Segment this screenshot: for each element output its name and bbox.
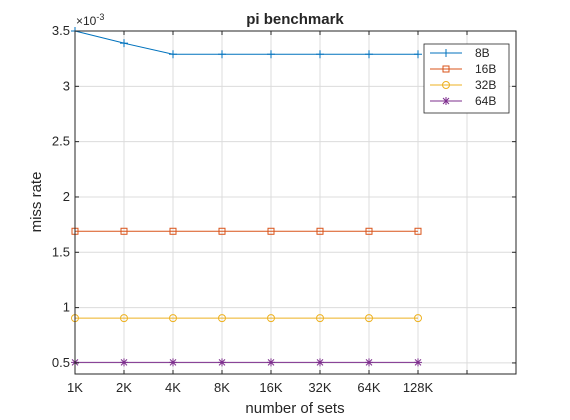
legend-label: 8B: [475, 46, 490, 60]
data-point-16B: [316, 227, 324, 235]
legend-marker: [442, 97, 450, 105]
legend-item-32B: 32B: [430, 78, 496, 92]
data-point-64B: [267, 358, 275, 367]
series-line-8B: [74, 30, 418, 55]
data-point-64B: [414, 358, 422, 367]
data-point-8B: [169, 50, 177, 59]
data-point-8B: [316, 50, 324, 59]
data-point-8B: [218, 50, 226, 59]
series-layer: [71, 27, 422, 367]
x-tick-label: 2K: [116, 380, 132, 395]
data-point-16B: [169, 227, 177, 235]
y-tick-label: 0.5: [52, 355, 70, 370]
data-point-16B: [365, 227, 373, 235]
y-tick-label: 2.5: [52, 134, 70, 149]
legend: 8B 16B 32B 64B: [423, 43, 510, 114]
data-point-32B: [120, 314, 128, 323]
data-point-8B: [414, 50, 422, 59]
x-tick-label: 4K: [165, 380, 181, 395]
y-axis-exponent-label: ×10-3: [76, 12, 104, 28]
data-point-8B: [267, 50, 275, 59]
legend-item-8B: 8B: [430, 46, 490, 60]
data-point-32B: [218, 314, 226, 323]
y-tick-label: 3.5: [52, 23, 70, 38]
data-point-8B: [365, 50, 373, 59]
axis-ticks: [74, 30, 516, 374]
legend-label: 32B: [475, 78, 496, 92]
data-point-64B: [169, 358, 177, 367]
data-point-64B: [218, 358, 226, 367]
data-point-16B: [267, 227, 275, 235]
legend-item-16B: 16B: [430, 62, 496, 76]
data-point-64B: [120, 358, 128, 367]
y-axis-exponent-base: ×10: [76, 14, 97, 28]
y-tick-label: 1.5: [52, 244, 70, 259]
x-tick-label: 8K: [214, 380, 230, 395]
data-point-32B: [365, 314, 373, 323]
legend-marker: [442, 65, 450, 73]
data-point-64B: [316, 358, 324, 367]
data-point-32B: [169, 314, 177, 323]
data-point-16B: [414, 227, 422, 235]
data-point-32B: [414, 314, 422, 323]
tick-labels: 1K 2K 4K 8K 16K 32K 64K 128K 0.5 1 1.5 2 2.5 3 3.5: [52, 23, 434, 395]
x-tick-label: 1K: [67, 380, 83, 395]
x-axis-label: number of sets: [245, 400, 344, 417]
x-tick-label: 128K: [403, 380, 434, 395]
plot-area-border: [74, 30, 517, 375]
x-tick-label: 16K: [259, 380, 282, 395]
data-point-32B: [316, 314, 324, 323]
legend-label: 64B: [475, 94, 496, 108]
data-point-8B: [120, 39, 128, 48]
legend-marker: [442, 81, 450, 89]
data-point-16B: [120, 227, 128, 235]
data-point-16B: [218, 227, 226, 235]
data-point-32B: [267, 314, 275, 323]
legend-marker: [442, 49, 450, 57]
data-point-64B: [365, 358, 373, 367]
x-tick-label: 32K: [308, 380, 331, 395]
legend-item-64B: 64B: [430, 94, 496, 108]
y-axis-label: miss rate: [28, 172, 45, 233]
y-tick-label: 1: [63, 300, 70, 315]
chart-title: pi benchmark: [246, 11, 344, 28]
y-axis-exponent-power: -3: [96, 12, 104, 22]
series-64B: [71, 358, 422, 367]
y-tick-label: 2: [63, 189, 70, 204]
x-tick-label: 64K: [357, 380, 380, 395]
y-tick-label: 3: [63, 78, 70, 93]
legend-label: 16B: [475, 62, 496, 76]
